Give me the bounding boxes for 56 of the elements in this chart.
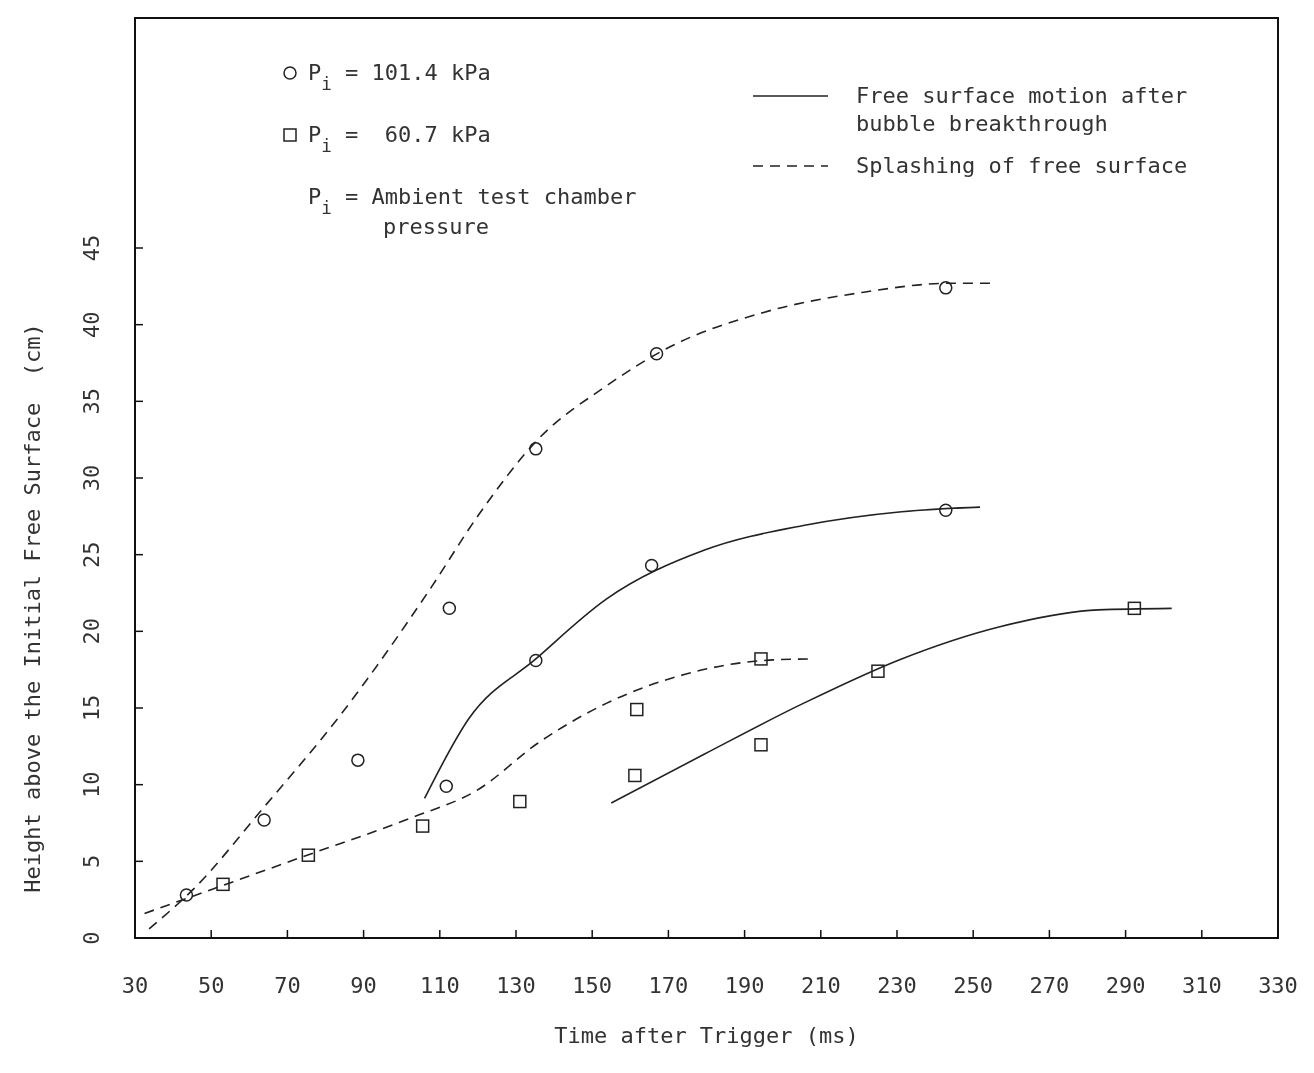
x-tick-label: 310 <box>1181 973 1222 998</box>
line-series <box>148 282 991 930</box>
x-tick-label: 270 <box>1029 973 1070 998</box>
point <box>351 753 365 767</box>
point <box>754 652 768 666</box>
y-tick-label: 35 <box>79 388 104 415</box>
y-tick-label: 10 <box>79 771 104 798</box>
point <box>939 503 953 517</box>
y-tick-label: 5 <box>79 854 104 868</box>
x-tick-label: 90 <box>350 973 377 998</box>
legend-label: P$_{i}$ = 101.4 kPa <box>308 60 491 94</box>
x-tick-label: 190 <box>724 973 765 998</box>
point <box>216 877 230 892</box>
x-tick-label: 210 <box>800 973 841 998</box>
y-tick-label: 45 <box>79 234 104 262</box>
point <box>939 281 953 295</box>
x-tick-label: 330 <box>1258 973 1298 998</box>
legend-label: P$_{i}$ = 60.7 kPa <box>308 122 491 156</box>
y-tick-label: 0 <box>79 931 104 945</box>
y-tick-label: 40 <box>79 311 104 338</box>
point <box>630 702 644 717</box>
point <box>871 664 885 678</box>
x-axis-title: Time after Trigger (ms) <box>554 1023 859 1048</box>
legend-label: Free surface motion after bubble breakthrough <box>856 83 1188 136</box>
x-tick-label: 30 <box>121 973 149 998</box>
x-tick-label: 50 <box>197 973 225 998</box>
point <box>179 888 194 902</box>
point <box>529 442 543 456</box>
x-tick-label: 230 <box>877 973 917 998</box>
point <box>754 738 768 752</box>
point <box>628 768 642 783</box>
x-tick-label: 70 <box>274 973 301 998</box>
point <box>649 347 664 361</box>
y-axis-title: Height above the Initial Free Surface (cm) <box>20 323 45 893</box>
point <box>442 601 457 616</box>
x-tick-label: 130 <box>496 973 536 998</box>
y-tick-label: 15 <box>79 694 104 722</box>
point <box>644 558 659 573</box>
point <box>1127 601 1142 616</box>
x-tick-label: 150 <box>572 973 613 998</box>
x-tick-label: 110 <box>419 973 460 998</box>
annotation: P$_{i}$ = Ambient test chamber pressure <box>308 184 637 239</box>
y-tick-label: 20 <box>79 618 104 645</box>
point <box>513 794 527 809</box>
point <box>301 848 316 862</box>
x-tick-label: 170 <box>648 973 689 998</box>
x-tick-label: 250 <box>953 973 994 998</box>
y-tick-label: 25 <box>79 541 104 568</box>
point <box>439 779 454 793</box>
legend-label: Splashing of free surface <box>856 153 1188 178</box>
y-tick-label: 30 <box>79 464 104 492</box>
point <box>529 653 543 668</box>
x-tick-label: 290 <box>1105 973 1146 998</box>
point <box>257 813 271 827</box>
point <box>415 819 430 833</box>
line-series <box>423 506 981 800</box>
